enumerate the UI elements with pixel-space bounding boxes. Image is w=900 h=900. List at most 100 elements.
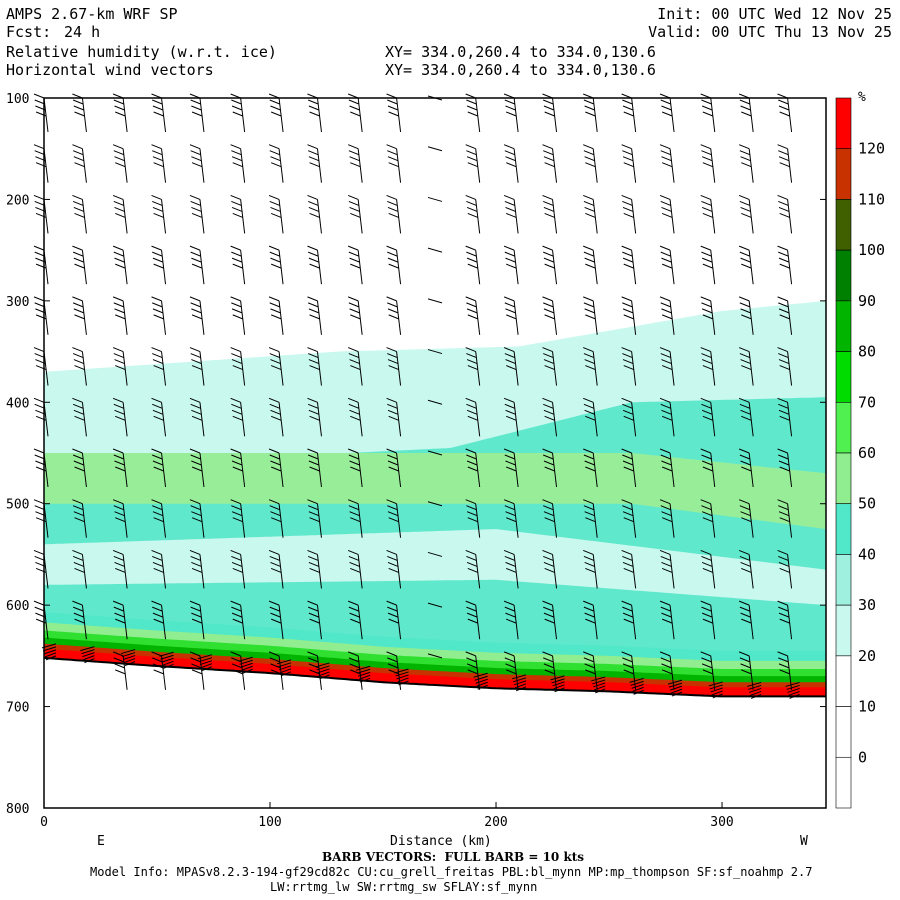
wind-barb-flag xyxy=(112,144,124,150)
surface-barb xyxy=(241,665,253,671)
x-right-label: W xyxy=(800,834,808,849)
wind-barb-flag xyxy=(503,194,515,200)
wind-barb-flag xyxy=(466,460,478,466)
surface-barb xyxy=(552,681,565,687)
surface-barb xyxy=(631,683,644,689)
wind-barb-flag xyxy=(152,105,164,111)
wind-barb-flag xyxy=(778,409,790,415)
wind-barb-flag xyxy=(660,505,671,511)
wind-barb-flag xyxy=(778,257,790,263)
wind-barb-flag xyxy=(34,251,45,257)
surface-layer-5 xyxy=(44,648,826,697)
wind-barb-flag xyxy=(701,409,713,415)
wind-barb-flag xyxy=(153,466,164,472)
wind-barb-flag xyxy=(191,612,202,618)
wind-barb-flag xyxy=(702,111,714,117)
wind-barb-flag xyxy=(622,105,634,111)
wind-barb-flag xyxy=(659,549,671,555)
wind-barb-flag xyxy=(777,499,788,505)
surface-barb xyxy=(630,680,644,686)
wind-barb-flag xyxy=(74,263,85,269)
wind-barb-flag xyxy=(622,156,634,162)
wind-barb-flag xyxy=(506,618,517,624)
model-title: AMPS 2.67-km WRF SP xyxy=(6,5,178,23)
wind-barb-flag xyxy=(542,651,553,657)
wind-barb-flag xyxy=(308,612,320,618)
wind-barb-flag xyxy=(232,162,243,168)
wind-barb-flag xyxy=(230,245,241,251)
wind-barb-flag xyxy=(115,669,126,675)
wind-barb-flag xyxy=(622,555,633,561)
surface-barb xyxy=(748,684,762,690)
wind-barb-flag xyxy=(503,600,515,606)
wind-barb-flag xyxy=(544,314,555,320)
wind-barb-flag xyxy=(661,365,673,371)
wind-barb-flag xyxy=(622,657,633,663)
wind-barb-flag xyxy=(660,353,671,359)
wind-barb-flag xyxy=(153,212,164,218)
wind-barb-flag xyxy=(73,511,85,517)
wind-barb-flag xyxy=(308,105,320,111)
wind-barb-flag xyxy=(112,397,124,403)
wind-barb-flag xyxy=(544,466,555,472)
wind-barb-flag xyxy=(350,111,361,117)
wind-barb-flag xyxy=(189,194,201,200)
wind-barb-flag xyxy=(467,162,478,168)
wind-barb-flag xyxy=(661,212,673,218)
wind-barb-flag xyxy=(151,448,162,454)
wind-barb-flag xyxy=(34,454,45,460)
wind-barb-flag xyxy=(270,365,282,371)
wind-barb-flag xyxy=(113,657,124,663)
wind-barb-flag xyxy=(623,314,634,320)
wind-barb-flag xyxy=(503,448,515,454)
y-tick-label: 200 xyxy=(6,193,29,208)
wind-barb-flag xyxy=(661,314,673,320)
wind-barb-flag xyxy=(347,499,359,505)
wind-barb-flag xyxy=(114,359,125,365)
wind-barb-flag xyxy=(190,505,201,511)
wind-barb-flag xyxy=(230,651,241,657)
xy-range-1: XY= 334.0,260.4 to 334.0,130.6 xyxy=(385,43,656,61)
colorbar-label: 0 xyxy=(858,748,867,766)
wind-barb-flag xyxy=(387,612,399,618)
wind-barb-flag xyxy=(701,403,712,409)
wind-barb-flag xyxy=(34,606,45,612)
surface-barb xyxy=(512,677,527,683)
wind-barb-flag xyxy=(504,657,515,663)
wind-barb-flag xyxy=(268,347,280,353)
wind-barb-flag xyxy=(190,454,201,460)
wind-barb-flag xyxy=(350,567,361,573)
wind-barb-flag xyxy=(466,359,478,365)
wind-barb-flag xyxy=(190,302,201,308)
wind-barb-flag xyxy=(466,403,477,409)
surface-barb xyxy=(514,683,527,689)
surface-barb xyxy=(159,651,174,657)
surface-barb xyxy=(787,687,800,693)
wind-barb-flag xyxy=(74,415,85,421)
wind-barb-flag xyxy=(33,448,45,454)
wind-barb-flag xyxy=(269,99,280,105)
wind-barb-flag xyxy=(738,499,750,505)
wind-barb-flag xyxy=(72,454,84,460)
wind-barb-flag xyxy=(542,499,553,505)
wind-barb-flag xyxy=(661,567,673,573)
x-tick-label: 200 xyxy=(484,815,507,830)
wind-barb-flag xyxy=(740,257,751,263)
wind-barb-flag xyxy=(72,549,83,555)
wind-barb-flag xyxy=(152,308,164,314)
wind-barb-flag xyxy=(270,618,282,624)
wind-barb-flag xyxy=(506,517,517,523)
wind-barb-flag xyxy=(702,517,714,523)
wind-barb-flag xyxy=(152,257,164,263)
wind-barb-flag xyxy=(387,561,399,567)
wind-barb-flag xyxy=(621,448,632,454)
wind-barb-flag xyxy=(230,600,241,606)
wind-barb-flag xyxy=(660,657,671,663)
wind-barb-flag xyxy=(189,397,201,403)
wind-barb-flag xyxy=(72,99,84,105)
wind-barb-flag xyxy=(701,663,713,669)
wind-barb-flag xyxy=(270,466,282,472)
wind-barb-flag xyxy=(307,505,319,511)
wind-barb-flag xyxy=(153,618,164,624)
wind-barb xyxy=(427,146,443,152)
